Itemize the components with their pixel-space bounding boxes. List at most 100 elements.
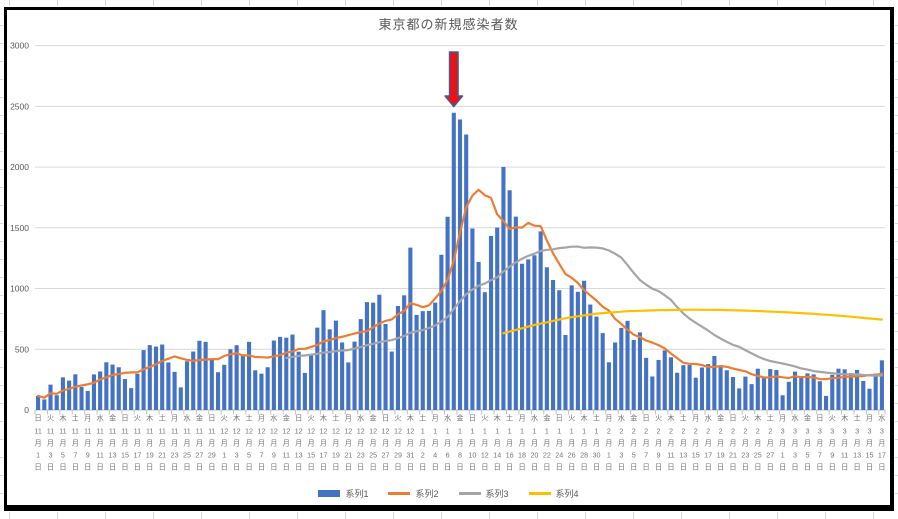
x-tick-label: 日 1 月 24 日 (555, 414, 563, 472)
legend-swatch-bar-icon (318, 490, 341, 497)
worksheet-gridline (249, 512, 250, 519)
worksheet-gridline (681, 512, 682, 519)
bar (582, 280, 587, 410)
legend-label: 系列2 (415, 489, 439, 499)
bar (693, 377, 698, 410)
x-tick-label: 金 11 月 27 日 (195, 414, 203, 472)
bar (383, 324, 388, 410)
worksheet-gridline (201, 0, 202, 6)
y-tick-label: 2000 (10, 162, 29, 172)
bar (309, 354, 314, 410)
bar (445, 216, 450, 410)
x-tick-label: 水 11 月 11 日 (96, 414, 103, 472)
bar (867, 388, 872, 410)
bar (662, 350, 667, 410)
worksheet-gridline (895, 295, 898, 296)
x-tick-label: 水 12 月 9 日 (270, 414, 278, 472)
worksheet-gridline (895, 241, 898, 242)
bar (482, 292, 487, 410)
worksheet-gridline (895, 61, 898, 62)
worksheet-gridline (441, 0, 442, 6)
worksheet-gridline (0, 385, 3, 386)
bar (141, 350, 146, 410)
bar (879, 360, 884, 410)
worksheet-gridline (0, 475, 3, 476)
bar (364, 302, 369, 410)
worksheet-gridline (0, 43, 3, 44)
bar (153, 346, 159, 410)
bar (699, 367, 705, 410)
bar (302, 372, 307, 410)
bar (327, 329, 332, 410)
worksheet-gridline (0, 61, 3, 62)
x-tick-label: 火 11 月 17 日 (133, 414, 141, 472)
bar (54, 395, 59, 410)
worksheet-gridline (0, 223, 3, 224)
worksheet-gridline (895, 133, 898, 134)
bar (855, 369, 860, 410)
bar (265, 367, 270, 410)
bar (222, 364, 227, 410)
legend-item-series4: 系列4 (528, 487, 579, 500)
worksheet-gridline (895, 223, 898, 224)
worksheet-gridline (9, 512, 10, 519)
worksheet-gridline (825, 0, 826, 6)
bar (98, 371, 103, 410)
bar (799, 376, 804, 410)
x-tick-label: 土 3 月 13 日 (853, 414, 861, 472)
bar (395, 306, 401, 410)
bar (513, 216, 518, 410)
legend-swatch-line-icon (388, 492, 411, 495)
line-series3 (285, 245, 884, 377)
worksheet-gridline (297, 0, 298, 6)
bar (160, 344, 165, 410)
x-tick-label: 水 3 月 17 日 (878, 414, 886, 472)
x-tick-label: 木 12 月 31 日 (406, 414, 414, 472)
bar (488, 235, 494, 410)
bar (637, 332, 642, 410)
bar (644, 357, 649, 410)
worksheet-gridline (585, 512, 586, 519)
bar (786, 381, 791, 410)
x-tick-label: 水 11 月 25 日 (183, 414, 191, 472)
bar (358, 319, 363, 410)
bar (79, 387, 84, 410)
worksheet-gridline (895, 349, 898, 350)
bar (569, 285, 574, 410)
x-tick-label: 木 12 月 3 日 (233, 414, 241, 472)
bar (122, 379, 128, 410)
x-tick-label: 月 12 月 21 日 (344, 414, 352, 472)
worksheet-gridline (297, 512, 298, 519)
bar (420, 311, 425, 410)
worksheet-gridline (0, 97, 3, 98)
worksheet-gridline (895, 385, 898, 386)
x-tick-label: 火 12 月 1 日 (220, 414, 228, 472)
x-tick-label: 土 2 月 27 日 (766, 414, 774, 472)
x-tick-label: 火 2 月 23 日 (741, 414, 749, 472)
x-tick-label: 火 12 月 15 日 (307, 414, 315, 472)
bar (675, 372, 680, 410)
worksheet-gridline (105, 512, 106, 519)
chart-title: 東京都の新規感染者数 (378, 17, 519, 32)
x-tick-label: 木 2 月 11 日 (667, 414, 674, 472)
worksheet-gridline (895, 187, 898, 188)
worksheet-gridline (0, 403, 3, 404)
worksheet-gridline (895, 439, 898, 440)
x-tick-label: 日 12 月 13 日 (295, 414, 303, 472)
x-tick-label: 月 1 月 18 日 (518, 414, 526, 472)
x-tick-label: 木 11 月 5 日 (59, 414, 66, 472)
x-tick-label: 木 1 月 14 日 (493, 414, 501, 472)
bar (575, 291, 580, 410)
bar (824, 395, 829, 410)
bar (178, 387, 183, 410)
x-tick-label: 日 12 月 27 日 (382, 414, 390, 472)
bar (271, 340, 276, 410)
bar (681, 365, 686, 410)
bar (588, 304, 593, 410)
